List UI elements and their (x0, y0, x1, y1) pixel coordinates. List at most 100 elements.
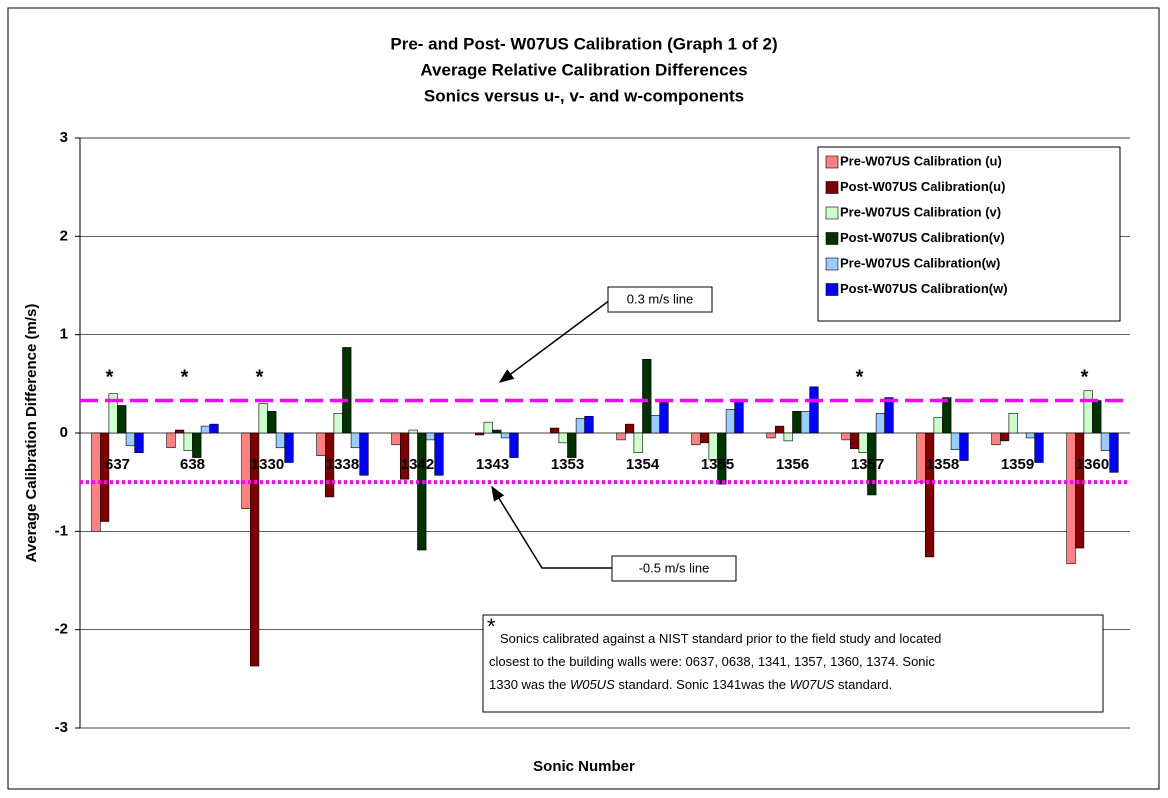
bar (999, 432, 1010, 442)
bar (250, 432, 260, 667)
bar (500, 432, 511, 439)
callout-arrow (498, 299, 611, 383)
note-text: Sonics calibrated against a NIST standar… (489, 631, 941, 692)
x-tick-label: 1360 (1076, 456, 1109, 473)
bar (809, 386, 819, 434)
bar (800, 411, 810, 434)
bar (258, 403, 268, 434)
x-tick-label: 1355 (701, 456, 734, 473)
bar (324, 432, 335, 498)
note-segment: W07US (790, 677, 835, 692)
bar (359, 432, 369, 476)
y-tick-label: -1 (55, 522, 68, 539)
bar (942, 397, 952, 434)
bar (1075, 432, 1085, 549)
x-tick-label: 1358 (926, 456, 959, 473)
marker: * (856, 366, 864, 388)
marker: * (181, 366, 189, 388)
bar (1100, 432, 1110, 452)
bar (783, 432, 793, 442)
note-segment: 1330 was the (489, 677, 570, 692)
bar (509, 432, 519, 458)
y-tick-label: 0 (60, 424, 68, 441)
callout-arrow (491, 485, 612, 569)
legend-label: Post-W07US Calibration(u) (840, 179, 1005, 194)
x-axis-title: Sonic Number (533, 758, 635, 775)
bar (950, 432, 960, 451)
bar (642, 358, 652, 434)
y-tick-label: -3 (55, 719, 68, 736)
y-tick-label: 3 (60, 129, 68, 146)
bar (474, 432, 485, 436)
note-segment: closest to the building walls were: 0637… (489, 654, 935, 669)
legend-swatch (825, 206, 839, 220)
note-line: Sonics calibrated against a NIST standar… (500, 631, 941, 646)
bar (1008, 413, 1018, 434)
bar (633, 432, 643, 453)
chart-title: Average Relative Calibration Differences (420, 60, 747, 79)
bar (734, 400, 744, 434)
bar (774, 425, 785, 434)
legend-label: Pre-W07US Calibration (v) (840, 204, 1001, 219)
bar (200, 425, 211, 434)
bar (241, 432, 251, 510)
bar (209, 423, 219, 434)
bar (166, 432, 176, 449)
x-tick-label: 1353 (551, 456, 584, 473)
bar (725, 409, 735, 434)
bar (1083, 390, 1093, 434)
bar (408, 429, 418, 434)
bar (549, 427, 560, 434)
bar (916, 432, 926, 483)
note-segment: W05US (570, 677, 615, 692)
bar (134, 432, 144, 453)
bar (867, 432, 877, 496)
x-tick-label: 1356 (776, 456, 809, 473)
x-tick-label: 1330 (251, 456, 284, 473)
bar (884, 397, 894, 434)
bar (766, 432, 776, 439)
bar (425, 432, 436, 441)
bar (1066, 432, 1076, 565)
x-tick-label: 637 (105, 456, 130, 473)
x-tick-label: 1342 (401, 456, 434, 473)
x-tick-label: 1354 (626, 456, 660, 473)
chart-title: Pre- and Post- W07US Calibration (Graph … (390, 34, 777, 53)
callout-box (611, 555, 737, 582)
bar (275, 432, 286, 449)
callout-box (607, 286, 713, 313)
x-tick-label: 1357 (851, 456, 884, 473)
legend-swatch (825, 257, 839, 271)
bar (183, 432, 193, 452)
note-segment: standard. (834, 677, 892, 692)
legend-swatch (825, 283, 839, 296)
bar (117, 405, 127, 434)
bar (691, 432, 701, 446)
bar (616, 432, 626, 441)
bar (558, 432, 568, 444)
note-line: closest to the building walls were: 0637… (489, 654, 935, 669)
legend-label: Pre-W07US Calibration(w) (840, 255, 1000, 270)
y-tick-label: -2 (55, 621, 68, 638)
legend-entries: Pre-W07US Calibration (u) Post-W07US Cali… (825, 153, 1008, 296)
bar (959, 432, 969, 461)
bar (575, 417, 585, 434)
x-tick-label: 638 (180, 456, 205, 473)
y-tick-label: 2 (60, 227, 68, 244)
bar (1092, 400, 1102, 434)
marker: * (106, 366, 114, 388)
bar (924, 432, 935, 558)
legend-swatch (825, 232, 839, 245)
bar (333, 413, 343, 434)
bar (434, 432, 444, 476)
bar (492, 429, 502, 434)
bar (841, 432, 851, 441)
bar (792, 411, 802, 434)
bar (875, 413, 885, 434)
legend-swatch (825, 155, 839, 169)
bar (567, 432, 577, 458)
y-tick-label: 1 (60, 326, 68, 343)
bar (192, 432, 202, 458)
bar (849, 432, 860, 450)
